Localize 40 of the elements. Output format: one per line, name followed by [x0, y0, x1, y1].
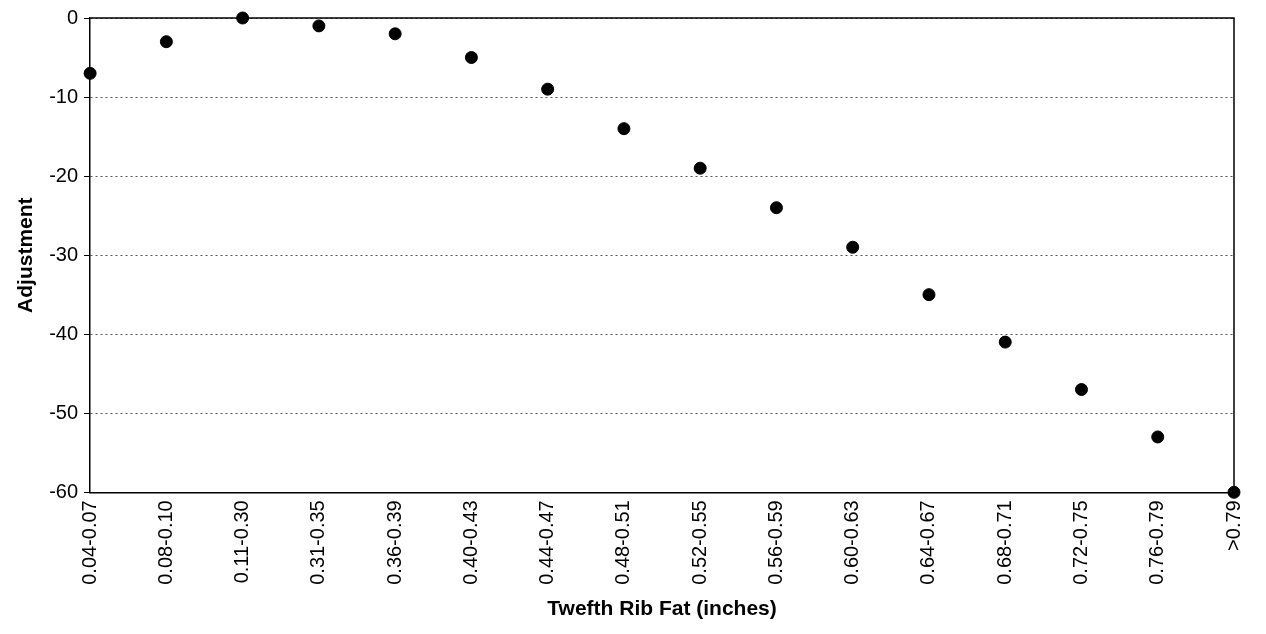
- y-axis-title: Adjustment: [13, 197, 37, 313]
- point: [998, 335, 1012, 349]
- x-tick-label: 0.40-0.43: [458, 500, 481, 585]
- y-tick-label: -40: [49, 321, 79, 344]
- point: [388, 27, 402, 41]
- point: [541, 82, 555, 96]
- x-tick-label: 0.60-0.63: [840, 500, 863, 585]
- y-tick-label: -30: [49, 242, 79, 265]
- point: [1151, 430, 1165, 444]
- point: [83, 66, 97, 80]
- x-tick-label: 0.68-0.71: [992, 500, 1015, 585]
- x-tick-label: 0.31-0.35: [306, 500, 329, 585]
- x-tick-label: 0.04-0.07: [77, 500, 100, 585]
- x-tick-label: >0.79: [1221, 500, 1244, 551]
- point: [769, 201, 783, 215]
- point: [159, 35, 173, 49]
- point: [846, 240, 860, 254]
- x-tick-label: 0.52-0.55: [687, 500, 710, 585]
- x-tick-label: 0.56-0.59: [763, 500, 786, 585]
- point: [617, 122, 631, 136]
- y-tick-label: -60: [49, 479, 79, 502]
- x-tick-label: 0.11-0.30: [230, 500, 253, 584]
- point: [312, 19, 326, 33]
- y-tick-label: -50: [49, 400, 79, 423]
- point: [922, 288, 936, 302]
- y-tick-label: -10: [49, 84, 79, 107]
- y-tick-label: 0: [66, 5, 79, 28]
- x-tick-label: 0.72-0.75: [1069, 500, 1091, 585]
- point: [1074, 383, 1088, 397]
- x-tick-label: 0.44-0.47: [535, 500, 558, 585]
- x-tick-label: 0.48-0.51: [611, 500, 634, 585]
- y-tick-label: -20: [49, 163, 79, 186]
- point: [693, 161, 707, 175]
- x-tick-label: 0.76-0.79: [1145, 500, 1168, 585]
- point: [464, 51, 478, 65]
- point: [1227, 485, 1241, 499]
- x-axis-title: Twefth Rib Fat (inches): [547, 596, 777, 620]
- x-tick-label: 0.08-0.10: [153, 500, 176, 585]
- x-tick-label: 0.36-0.39: [382, 500, 405, 585]
- x-tick-label: 0.64-0.67: [916, 500, 939, 585]
